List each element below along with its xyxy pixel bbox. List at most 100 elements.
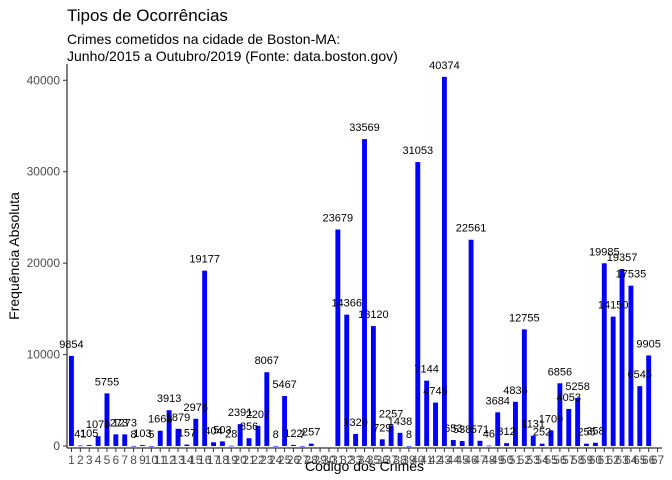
data-label: 653 xyxy=(444,423,462,435)
bar xyxy=(228,445,234,447)
x-tick-label: 42 xyxy=(429,453,443,467)
data-label: 9854 xyxy=(59,339,83,351)
x-tick-label: 12 xyxy=(162,453,176,467)
bar xyxy=(122,434,128,446)
bar xyxy=(175,428,181,446)
data-label: 5755 xyxy=(95,376,119,388)
chart-subtitle-line-1: Crimes cometidos na cidade de Boston-MA: xyxy=(67,31,341,47)
bar xyxy=(513,401,518,446)
y-tick-label: 20000 xyxy=(27,256,61,270)
bar xyxy=(104,393,110,446)
bar xyxy=(433,402,438,446)
x-tick-label: 61 xyxy=(598,453,612,467)
bar xyxy=(193,418,199,446)
bar xyxy=(397,432,403,446)
data-label: 4745 xyxy=(423,386,447,398)
x-tick-label: 40 xyxy=(411,453,425,467)
bar xyxy=(353,433,359,446)
x-tick-label: 58 xyxy=(571,453,585,467)
x-tick-label: 25 xyxy=(278,453,292,467)
data-label: 19985 xyxy=(589,246,620,258)
x-tick-label: 66 xyxy=(642,453,656,467)
bar xyxy=(237,424,243,446)
bar xyxy=(344,314,350,446)
bar xyxy=(486,445,492,447)
x-tick-label: 31 xyxy=(331,453,345,467)
bar xyxy=(450,440,456,446)
x-tick-label: 51 xyxy=(509,453,523,467)
data-label: 4053 xyxy=(557,392,581,404)
x-tick-label: 52 xyxy=(518,453,532,467)
bar xyxy=(379,439,385,446)
bar xyxy=(308,443,314,446)
bar xyxy=(530,435,536,446)
data-label: 23679 xyxy=(323,213,354,225)
x-tick-label: 29 xyxy=(313,453,327,467)
data-label: 358 xyxy=(586,426,604,438)
y-tick-label: 30000 xyxy=(27,165,61,179)
data-label: 2976 xyxy=(184,402,208,414)
x-tick-label: 50 xyxy=(500,453,514,467)
x-tick-label: 20 xyxy=(233,453,247,467)
x-tick-label: 17 xyxy=(207,453,221,467)
x-tick-label: 7 xyxy=(121,453,128,467)
bar xyxy=(148,445,154,447)
data-label: 257 xyxy=(302,427,320,439)
x-tick-label: 9 xyxy=(139,453,146,467)
bar xyxy=(548,430,554,446)
x-tick-label: 24 xyxy=(269,453,283,467)
bar xyxy=(566,408,572,446)
bar xyxy=(273,445,279,447)
data-label: 105 xyxy=(80,428,98,440)
data-label: 252 xyxy=(533,427,551,439)
x-tick-label: 1 xyxy=(68,453,75,467)
data-label: 2257 xyxy=(379,408,403,420)
x-tick-label: 14 xyxy=(180,453,194,467)
y-axis-title: Frequência Absoluta xyxy=(6,192,22,320)
x-tick-label: 41 xyxy=(420,453,434,467)
x-tick-label: 16 xyxy=(198,453,212,467)
data-label: 7144 xyxy=(414,364,438,376)
x-tick-label: 34 xyxy=(358,453,372,467)
data-label: 856 xyxy=(240,421,258,433)
x-tick-label: 43 xyxy=(438,453,452,467)
x-tick-label: 35 xyxy=(367,453,381,467)
data-label: 1131 xyxy=(521,419,545,431)
x-tick-label: 59 xyxy=(580,453,594,467)
bar xyxy=(264,372,270,446)
x-tick-label: 8 xyxy=(130,453,137,467)
data-label: 46 xyxy=(483,429,495,441)
x-tick-label: 63 xyxy=(615,453,629,467)
x-tick-label: 22 xyxy=(251,453,265,467)
data-label: 404 xyxy=(204,425,222,437)
bar xyxy=(335,229,341,446)
bar xyxy=(388,425,394,446)
data-label: 3684 xyxy=(485,395,509,407)
data-label: 729 xyxy=(373,422,391,434)
x-tick-label: 55 xyxy=(544,453,558,467)
data-label: 17535 xyxy=(616,269,647,281)
data-label: 571 xyxy=(471,424,489,436)
x-tick-label: 53 xyxy=(527,453,541,467)
data-label: 5467 xyxy=(272,379,296,391)
x-tick-label: 23 xyxy=(260,453,274,467)
x-tick-label: 33 xyxy=(349,453,363,467)
bar xyxy=(424,380,430,446)
data-label: 1668 xyxy=(148,414,172,426)
x-axis: 1 2 3 4 5 6 7 8 91011121314151617181920212223242… xyxy=(67,447,665,467)
y-tick-label: 40000 xyxy=(27,73,61,87)
bars-group xyxy=(68,76,652,447)
x-tick-label: 60 xyxy=(589,453,603,467)
x-tick-label: 15 xyxy=(189,453,203,467)
bar xyxy=(246,438,252,446)
x-tick-label: 56 xyxy=(553,453,567,467)
bar xyxy=(140,445,145,446)
x-tick-label: 48 xyxy=(482,453,496,467)
x-tick-label: 36 xyxy=(376,453,390,467)
data-label: 4836 xyxy=(503,385,527,397)
x-tick-label: 37 xyxy=(384,453,398,467)
y-axis: 0 10000 20000 30000 40000 xyxy=(27,64,68,453)
x-tick-label: 45 xyxy=(456,453,470,467)
data-label: 33569 xyxy=(349,122,380,134)
x-tick-label: 38 xyxy=(393,453,407,467)
